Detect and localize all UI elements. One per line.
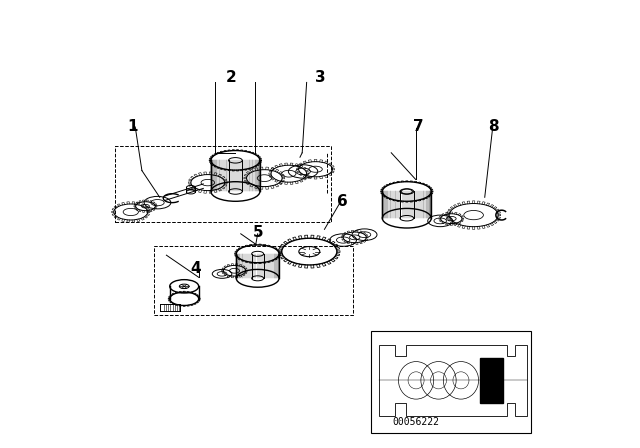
Bar (371, 331, 531, 433)
Text: 5: 5 (252, 225, 263, 241)
Text: 6: 6 (337, 194, 348, 209)
Text: 2: 2 (225, 69, 236, 85)
Bar (154, 246, 353, 315)
Bar (115, 146, 331, 222)
Text: 3: 3 (315, 69, 325, 85)
Text: 00056222: 00056222 (392, 417, 439, 427)
Text: 8: 8 (488, 119, 499, 134)
Text: 7: 7 (413, 119, 423, 134)
Text: 1: 1 (128, 119, 138, 134)
Text: 4: 4 (190, 261, 201, 276)
